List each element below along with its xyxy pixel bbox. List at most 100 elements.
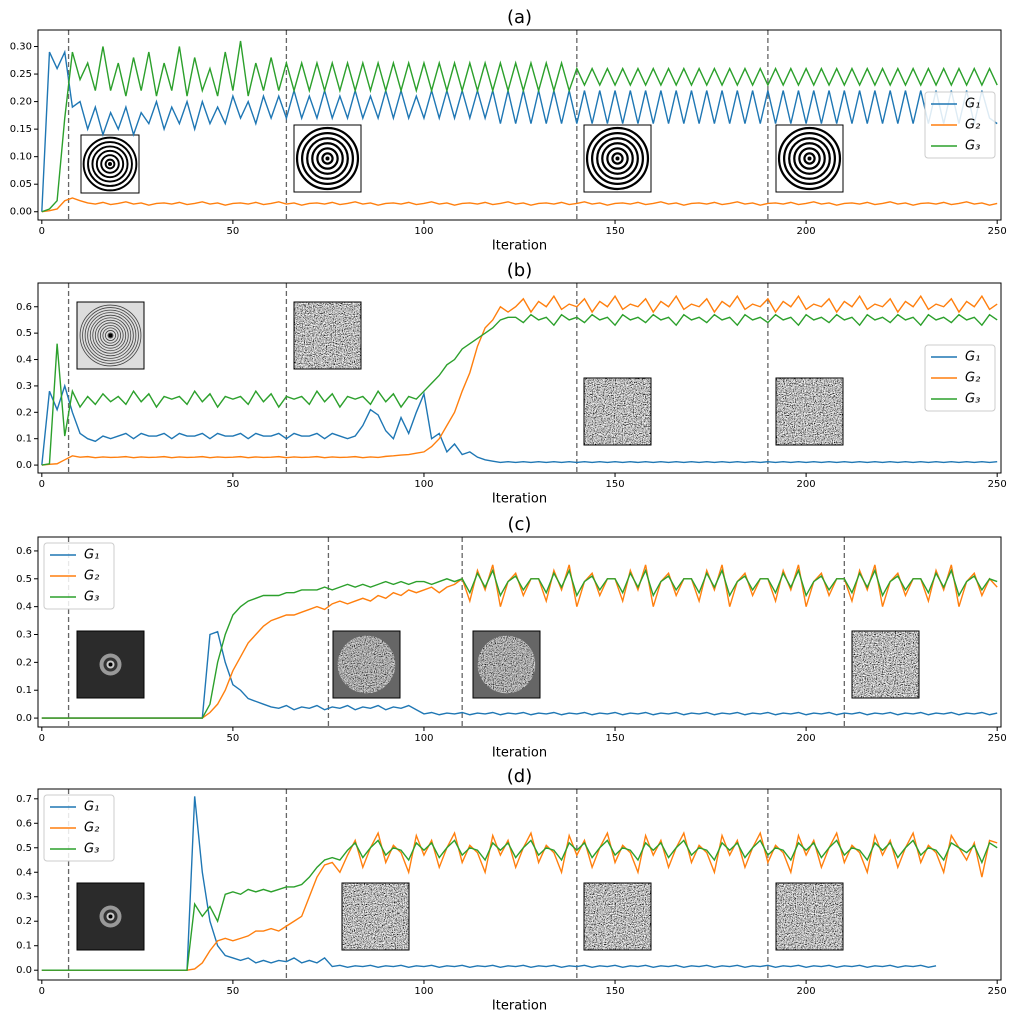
x-axis-label: Iteration bbox=[492, 239, 547, 254]
y-tick-label: 0.3 bbox=[16, 630, 32, 641]
x-axis-label: Iteration bbox=[492, 492, 547, 507]
y-tick-label: 0.1 bbox=[16, 685, 32, 696]
legend-label: G₂ bbox=[84, 569, 99, 584]
x-tick-label: 200 bbox=[797, 733, 816, 744]
x-tick-label: 250 bbox=[988, 733, 1007, 744]
inset-dot bbox=[616, 157, 620, 161]
y-tick-label: 0.0 bbox=[16, 460, 32, 471]
y-tick-label: 0.7 bbox=[16, 794, 32, 805]
inset-image bbox=[776, 883, 843, 950]
y-tick-label: 0.00 bbox=[10, 207, 32, 218]
inset-image bbox=[776, 378, 843, 445]
figure: (a)Iteration0501001502002500.000.050.100… bbox=[0, 0, 1019, 1012]
y-tick-label: 0.2 bbox=[16, 657, 32, 668]
inset-dot bbox=[808, 157, 812, 161]
y-tick-label: 0.0 bbox=[16, 965, 32, 976]
x-tick-label: 150 bbox=[605, 479, 624, 490]
plot-frame bbox=[38, 283, 1001, 473]
legend-label: G₂ bbox=[965, 371, 980, 386]
inset-image bbox=[776, 125, 843, 192]
y-tick-label: 0.3 bbox=[16, 381, 32, 392]
legend-label: G₃ bbox=[965, 392, 980, 407]
y-tick-label: 0.5 bbox=[16, 328, 32, 339]
y-tick-label: 0.0 bbox=[16, 713, 32, 724]
legend-label: G₃ bbox=[965, 139, 980, 154]
legend-label: G₂ bbox=[965, 118, 980, 133]
legend-label: G₂ bbox=[84, 821, 99, 836]
inset-image bbox=[294, 125, 361, 192]
x-tick-label: 50 bbox=[227, 986, 240, 997]
inset-image bbox=[584, 883, 651, 950]
x-tick-label: 250 bbox=[988, 986, 1007, 997]
y-tick-label: 0.1 bbox=[16, 434, 32, 445]
x-tick-label: 0 bbox=[39, 479, 45, 490]
inset-image bbox=[584, 125, 651, 192]
x-axis-label: Iteration bbox=[492, 746, 547, 761]
x-tick-label: 100 bbox=[414, 479, 433, 490]
y-tick-label: 0.4 bbox=[16, 602, 32, 613]
x-tick-label: 250 bbox=[988, 226, 1007, 237]
inset-image bbox=[294, 302, 361, 369]
y-tick-label: 0.30 bbox=[10, 42, 32, 53]
x-tick-label: 200 bbox=[797, 986, 816, 997]
inset-noise bbox=[584, 378, 651, 445]
y-tick-label: 0.4 bbox=[16, 867, 32, 878]
y-tick-label: 0.4 bbox=[16, 355, 32, 366]
chart-title: (a) bbox=[507, 7, 532, 28]
legend-label: G₁ bbox=[965, 97, 980, 112]
inset-noise bbox=[584, 883, 651, 950]
x-tick-label: 250 bbox=[988, 479, 1007, 490]
x-tick-label: 0 bbox=[39, 733, 45, 744]
x-tick-label: 150 bbox=[605, 986, 624, 997]
x-axis-label: Iteration bbox=[492, 999, 547, 1012]
x-tick-label: 200 bbox=[797, 226, 816, 237]
inset-noise bbox=[342, 883, 409, 950]
series-line bbox=[42, 296, 997, 465]
y-tick-label: 0.6 bbox=[16, 302, 32, 313]
y-tick-label: 0.5 bbox=[16, 843, 32, 854]
y-tick-label: 0.10 bbox=[10, 152, 32, 163]
x-tick-label: 150 bbox=[605, 226, 624, 237]
x-tick-label: 0 bbox=[39, 986, 45, 997]
inset-image bbox=[852, 631, 919, 698]
y-tick-label: 0.6 bbox=[16, 546, 32, 557]
inset-image bbox=[81, 135, 139, 193]
legend-label: G₃ bbox=[84, 590, 99, 605]
chart-title: (d) bbox=[507, 766, 532, 787]
inset-noise bbox=[294, 302, 361, 369]
y-tick-label: 0.3 bbox=[16, 892, 32, 903]
y-tick-label: 0.20 bbox=[10, 97, 32, 108]
y-tick-label: 0.6 bbox=[16, 818, 32, 829]
inset-noise bbox=[776, 883, 843, 950]
x-tick-label: 50 bbox=[227, 733, 240, 744]
x-tick-label: 50 bbox=[227, 479, 240, 490]
x-tick-label: 150 bbox=[605, 733, 624, 744]
inset-image bbox=[584, 378, 651, 445]
legend-label: G₁ bbox=[965, 350, 980, 365]
inset-dot bbox=[108, 162, 112, 166]
y-tick-label: 0.05 bbox=[10, 179, 32, 190]
x-tick-label: 100 bbox=[414, 986, 433, 997]
inset-image bbox=[77, 302, 144, 369]
y-tick-label: 0.15 bbox=[10, 124, 32, 135]
y-tick-label: 0.2 bbox=[16, 407, 32, 418]
inset-dot bbox=[109, 663, 113, 667]
plot-frame bbox=[38, 30, 1001, 220]
inset-image bbox=[473, 631, 540, 698]
y-tick-label: 0.2 bbox=[16, 916, 32, 927]
inset-dot bbox=[109, 915, 113, 919]
series-line bbox=[42, 840, 997, 970]
inset-image bbox=[77, 883, 144, 950]
plot-frame bbox=[38, 789, 1001, 980]
inset-noise bbox=[776, 378, 843, 445]
legend-label: G₃ bbox=[84, 842, 99, 857]
series-line bbox=[42, 198, 997, 212]
y-tick-label: 0.5 bbox=[16, 574, 32, 585]
inset-image bbox=[333, 631, 400, 698]
inset-image bbox=[342, 883, 409, 950]
series-line bbox=[42, 386, 997, 465]
chart-title: (b) bbox=[507, 260, 532, 281]
x-tick-label: 200 bbox=[797, 479, 816, 490]
y-tick-label: 0.1 bbox=[16, 941, 32, 952]
legend-label: G₁ bbox=[84, 800, 99, 815]
